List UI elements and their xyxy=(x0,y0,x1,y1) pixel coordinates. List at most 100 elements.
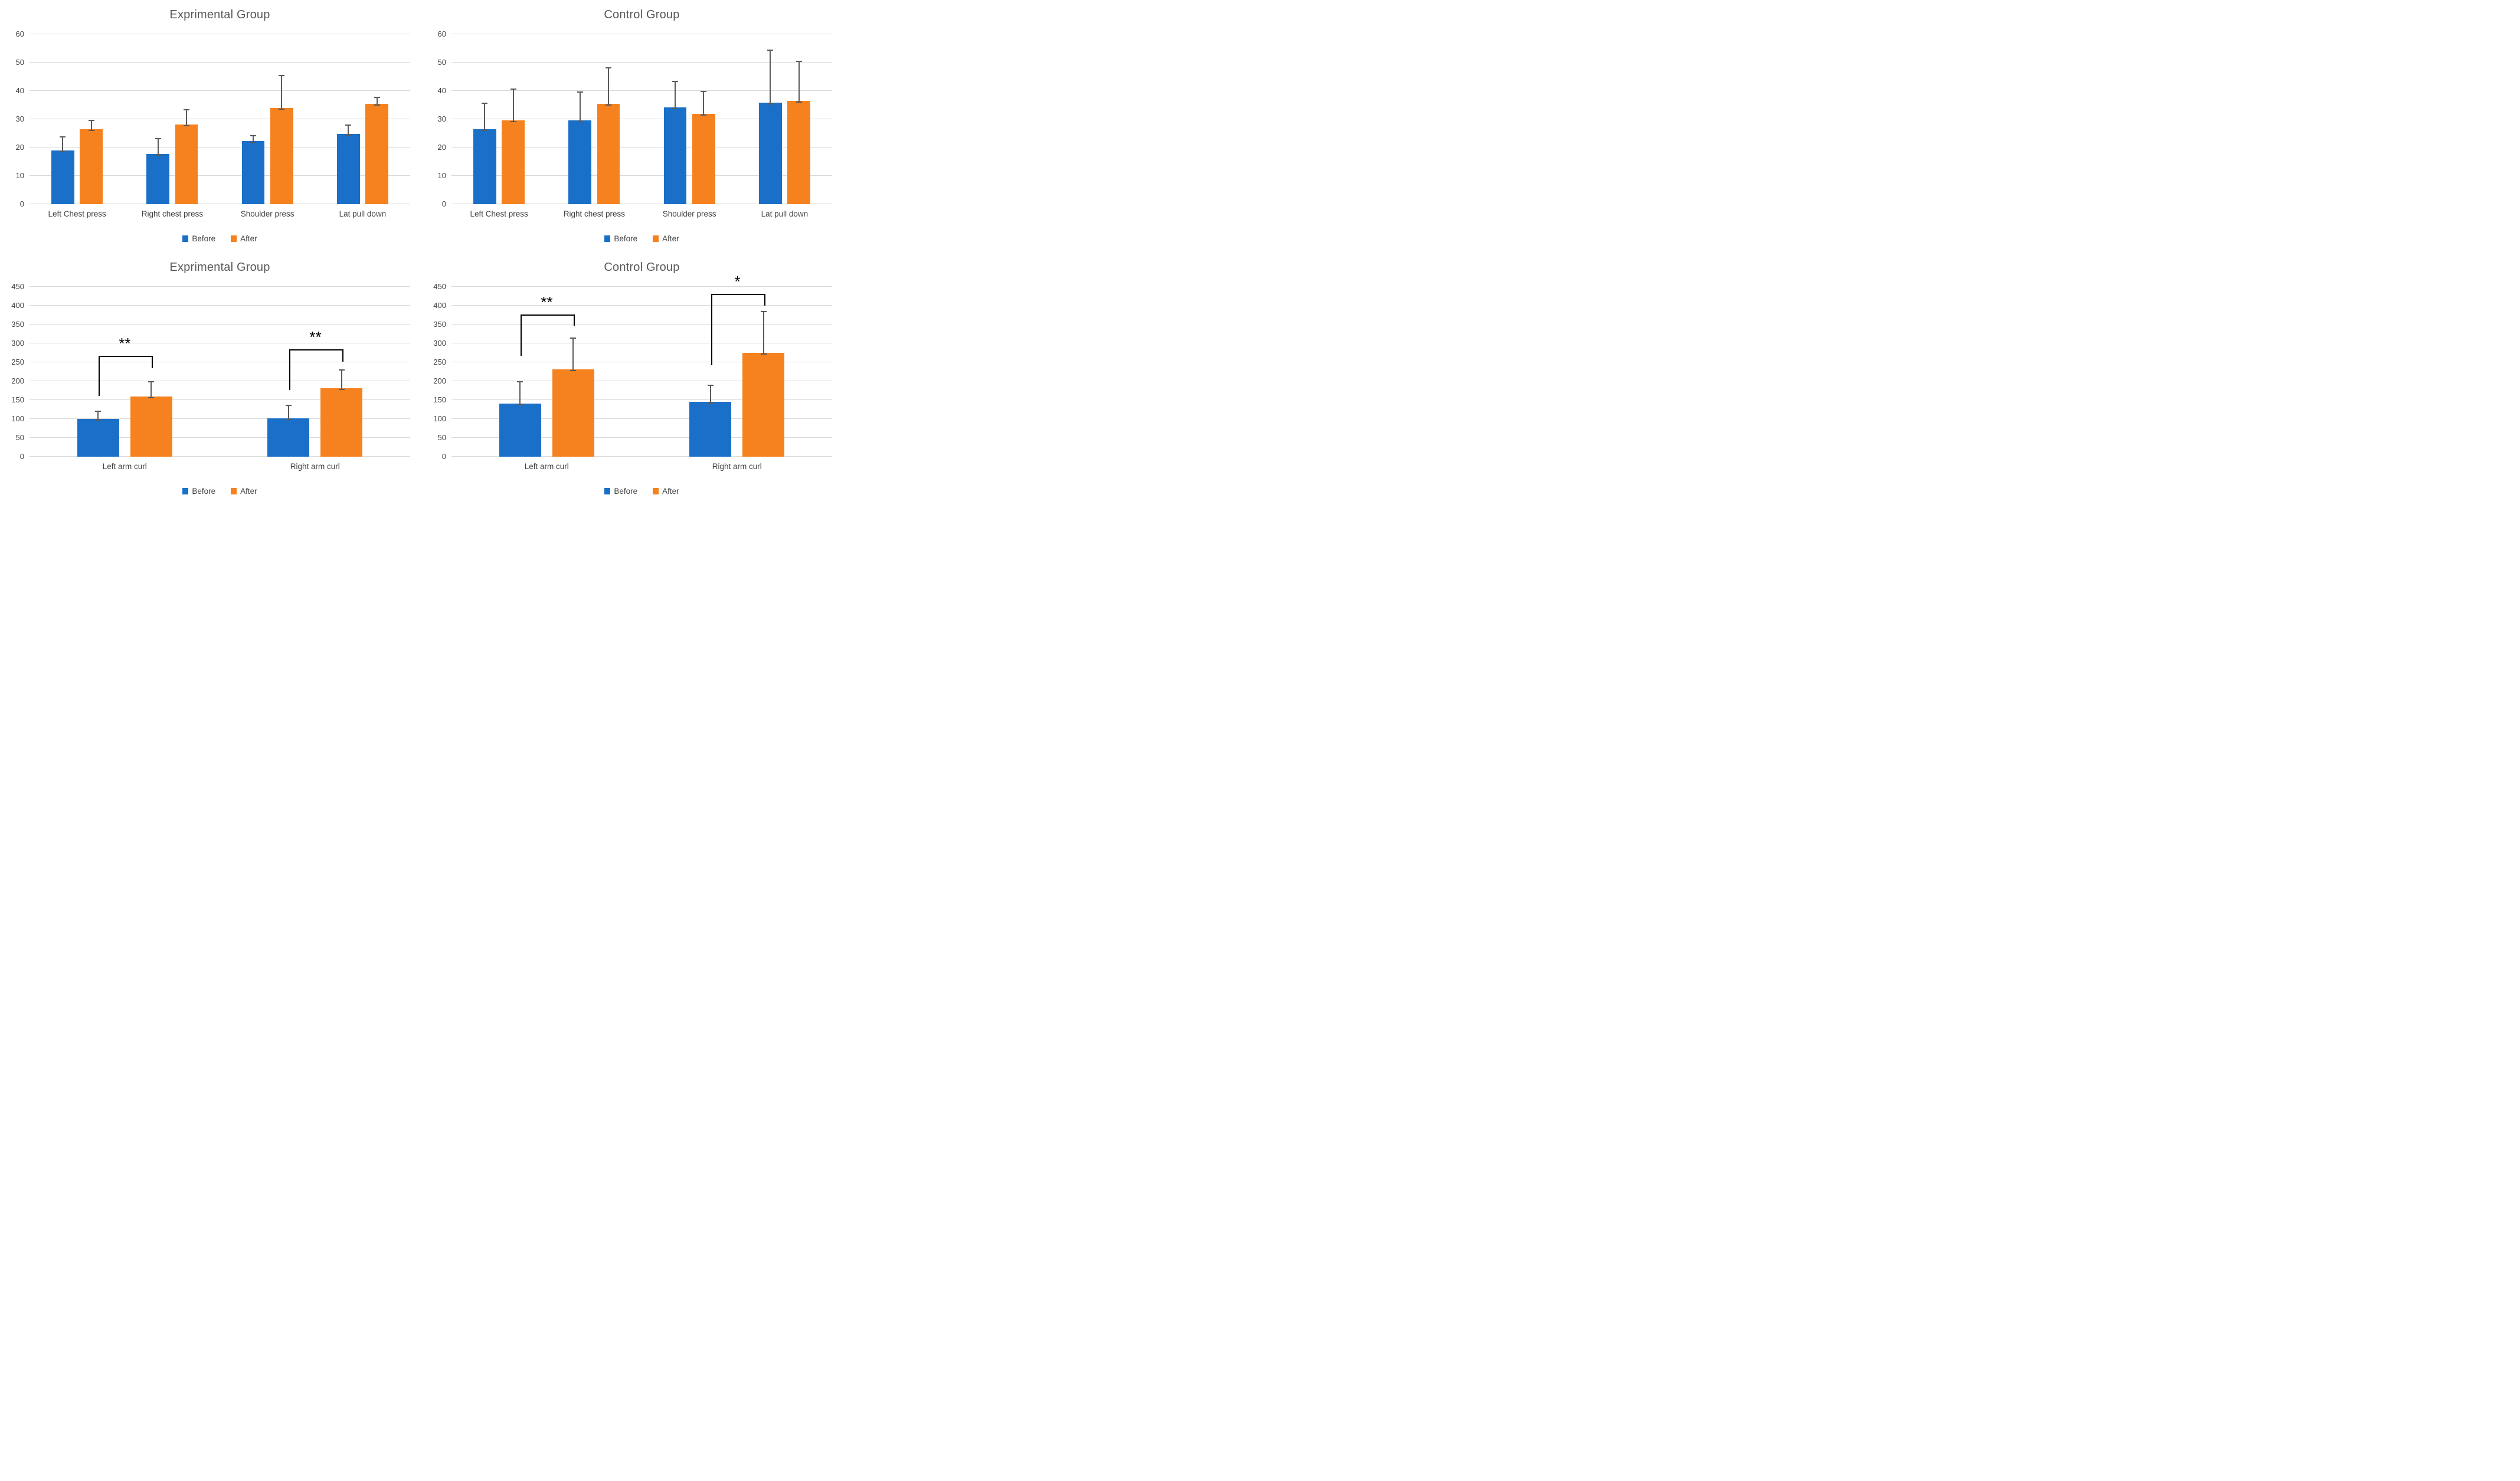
error-bar-cap xyxy=(707,402,714,404)
error-bar-cap xyxy=(701,91,707,93)
error-bar-line xyxy=(186,109,188,126)
legend-item-after: After xyxy=(653,234,679,243)
category-group xyxy=(220,286,411,457)
error-bar-cap xyxy=(760,311,767,313)
error-bar-line xyxy=(608,67,610,106)
error-bar-cap xyxy=(95,420,102,421)
y-tick-label: 400 xyxy=(433,301,446,310)
error-bar xyxy=(345,124,352,136)
bracket-right-leg xyxy=(151,356,153,368)
error-bar-cap xyxy=(796,60,802,62)
bar-before xyxy=(689,384,732,457)
x-category-label: Right arm curl xyxy=(712,462,762,471)
bar-before xyxy=(51,136,74,204)
gridline xyxy=(451,418,832,419)
bar-before xyxy=(663,80,687,204)
error-bar-cap xyxy=(155,154,161,156)
error-bar-cap xyxy=(767,50,774,51)
category-group xyxy=(315,34,410,204)
error-bar-line xyxy=(703,91,705,116)
y-tick-label: 20 xyxy=(15,143,24,152)
error-bar-line xyxy=(579,91,581,123)
chart-title: Control Group xyxy=(604,261,680,274)
gridline xyxy=(451,147,832,148)
error-bar-cap xyxy=(279,109,285,110)
error-bar xyxy=(577,91,583,123)
bar-before xyxy=(758,50,782,204)
error-bar-line xyxy=(770,50,771,105)
x-category-label: Left Chest press xyxy=(48,209,106,218)
category-group xyxy=(451,34,546,204)
error-bar-cap xyxy=(510,121,516,123)
gridline xyxy=(451,62,832,63)
error-bar xyxy=(184,109,190,126)
legend-item-after: After xyxy=(653,487,679,496)
x-category-label: Lat pull down xyxy=(339,209,387,218)
gridline xyxy=(451,456,832,457)
y-axis: 0 50 100 150 200 250 300 350 400 450 xyxy=(426,282,451,460)
gridline xyxy=(30,62,410,63)
gridline xyxy=(30,418,410,419)
error-bar xyxy=(517,381,523,405)
y-axis: 0 50 100 150 200 250 300 350 400 450 xyxy=(4,283,30,461)
y-tick-label: 300 xyxy=(11,339,24,348)
error-bar-cap xyxy=(570,369,577,371)
category-group xyxy=(642,286,833,457)
y-tick-label: 60 xyxy=(437,30,446,38)
y-tick-label: 300 xyxy=(433,339,446,348)
chart-area: 0 50 100 150 200 250 300 350 400 450 ** * xyxy=(426,274,832,460)
error-bar-line xyxy=(674,80,676,109)
error-bar-line xyxy=(97,410,99,421)
legend: Before After xyxy=(451,487,832,496)
category-group xyxy=(30,34,125,204)
y-tick-label: 0 xyxy=(19,199,24,208)
y-tick-label: 350 xyxy=(433,320,446,329)
bar-groups xyxy=(451,286,832,457)
legend-swatch-icon xyxy=(653,235,659,242)
error-bar xyxy=(374,97,380,106)
legend: Before After xyxy=(30,234,410,243)
error-bar-line xyxy=(281,75,283,110)
y-axis: 0 10 20 30 40 50 60 xyxy=(426,30,451,208)
chart-panel-0: Exprimental Group 0 10 20 30 40 50 60 Left Chest… xyxy=(4,5,410,243)
bar-before xyxy=(499,381,541,457)
error-bar-cap xyxy=(148,397,155,398)
bar-before xyxy=(336,124,360,204)
bar-after xyxy=(175,109,198,204)
gridline xyxy=(451,90,832,91)
error-bar-cap xyxy=(482,129,488,131)
gridline xyxy=(30,175,410,176)
error-bar-line xyxy=(62,136,64,152)
error-bar-cap xyxy=(88,129,94,131)
error-bar xyxy=(510,88,516,123)
bar-groups xyxy=(451,34,832,204)
y-tick-label: 0 xyxy=(19,452,24,461)
legend-swatch-icon xyxy=(653,488,659,494)
error-bar xyxy=(760,311,767,355)
error-bar-line xyxy=(150,381,152,398)
x-category-label: Lat pull down xyxy=(761,209,809,218)
category-group xyxy=(546,34,642,204)
legend-item-before: Before xyxy=(182,234,215,243)
legend-label: After xyxy=(662,487,679,496)
gridline xyxy=(30,147,410,148)
gridline xyxy=(30,305,410,306)
legend-label: After xyxy=(240,487,257,496)
error-bar-cap xyxy=(374,97,380,99)
y-tick-label: 150 xyxy=(11,395,24,404)
y-tick-label: 350 xyxy=(11,320,24,329)
chart-panel-1: Control Group 0 10 20 30 40 50 60 Left Chest pre… xyxy=(426,5,832,243)
error-bar xyxy=(672,80,678,109)
legend-item-before: Before xyxy=(604,487,637,496)
y-tick-label: 450 xyxy=(433,282,446,291)
x-axis-labels: Left Chest press Right chest press Shoulde… xyxy=(30,209,410,218)
y-tick-label: 60 xyxy=(15,30,24,38)
legend-label: Before xyxy=(614,487,638,496)
category-group xyxy=(30,286,220,457)
legend-item-after: After xyxy=(231,487,257,496)
legend-label: Before xyxy=(192,487,216,496)
bar-before xyxy=(241,135,265,204)
y-tick-label: 30 xyxy=(437,114,446,123)
legend-item-before: Before xyxy=(604,234,637,243)
bar-after xyxy=(692,91,715,204)
